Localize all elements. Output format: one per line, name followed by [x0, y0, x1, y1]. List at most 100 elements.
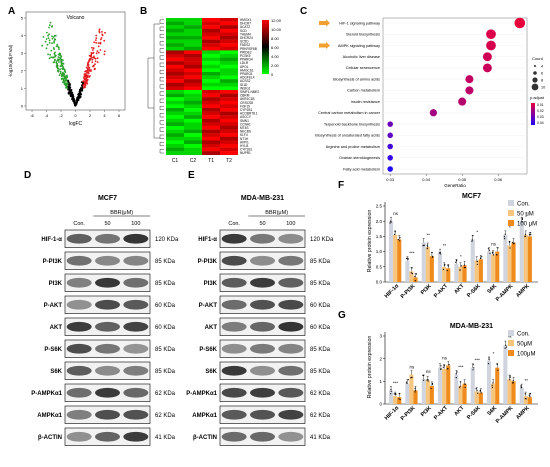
volcano-point	[78, 95, 81, 98]
blot-kda-label: 85 KDa	[310, 369, 331, 375]
blot-band	[250, 255, 275, 266]
blot-kda-label: 85 KDa	[155, 347, 176, 353]
dendrogram-branch	[159, 98, 164, 103]
bar	[405, 383, 410, 404]
bar-chart-mdamb231: MDA-MB-231 0 1 2 3 Relative protein expressio…	[367, 323, 538, 425]
volcano-point	[94, 60, 97, 63]
volcano-point	[59, 53, 61, 55]
replicate-dot	[440, 365, 442, 367]
heatmap-cell	[184, 144, 202, 148]
heatmap-cell	[220, 115, 238, 119]
heatmap-cell	[166, 140, 184, 145]
blot-band	[66, 343, 92, 354]
replicate-dot	[423, 379, 425, 381]
volcano-point	[48, 26, 50, 29]
volcano-point	[67, 88, 69, 91]
heatmap-cell	[166, 97, 184, 101]
y-tick-label: 1.5	[376, 234, 383, 239]
volcano-point	[103, 50, 106, 53]
volcano-point	[61, 68, 64, 70]
replicate-dot	[431, 383, 433, 385]
dotplot-term-label: Carbon metabolism	[347, 89, 380, 93]
volcano-point	[96, 50, 99, 52]
volcano-point	[63, 70, 66, 72]
volcano-point	[45, 38, 48, 40]
volcano-point	[85, 79, 87, 82]
heatmap-row-label: HMGCS1	[240, 68, 254, 72]
blot-band	[221, 233, 247, 244]
volcano-point	[59, 68, 61, 71]
dotplot-term-label: Fatty acid metabolism	[343, 167, 380, 171]
replicate-dot	[530, 232, 532, 234]
volcano-point	[90, 51, 93, 54]
heatmap-cell	[220, 18, 238, 22]
bar	[487, 251, 492, 282]
blot-kda-label: 41 KDa	[310, 435, 331, 441]
bar	[438, 367, 443, 404]
panel-letter-f: F	[338, 180, 344, 191]
dendrogram-branch	[159, 34, 164, 38]
blot-band	[95, 365, 120, 376]
blot-band	[66, 299, 92, 310]
volcano-point	[48, 39, 51, 42]
volcano-point	[47, 34, 49, 37]
heatmap-cell	[202, 111, 220, 116]
replicate-dot	[496, 363, 498, 365]
lane-label: 50	[259, 221, 265, 227]
heatmap-cell	[166, 32, 184, 37]
replicate-dot	[415, 273, 417, 275]
blot-title: MDA-MB-231	[241, 195, 284, 202]
heatmap-cell	[166, 61, 184, 65]
replicate-dot	[414, 387, 416, 389]
blot-band	[250, 299, 275, 310]
replicate-dot	[520, 385, 522, 387]
heatmap-row-label: CRSCS8	[240, 101, 253, 105]
bar	[442, 266, 447, 282]
volcano-xtick-label: 0	[74, 113, 77, 118]
heatmap-cell	[220, 111, 238, 116]
replicate-dot	[390, 388, 392, 391]
replicate-dot	[524, 235, 526, 238]
volcano-point	[59, 57, 62, 60]
heatmap-cell	[220, 97, 238, 101]
blot-band	[278, 409, 304, 420]
blot-protein-label: AKT	[205, 325, 218, 331]
replicate-dot	[427, 246, 429, 248]
volcano-title: Volcano	[67, 15, 85, 21]
bar	[511, 242, 516, 282]
replicate-dot	[492, 382, 494, 384]
blot-band	[221, 277, 247, 288]
replicate-dot	[438, 252, 440, 254]
blot-band	[250, 343, 275, 354]
volcano-point	[87, 72, 90, 74]
heatmap-cell	[166, 144, 184, 148]
volcano-point	[52, 36, 55, 38]
replicate-dot	[504, 347, 506, 349]
replicate-dot	[444, 263, 446, 265]
heatmap-cell	[220, 39, 238, 44]
blot-kda-label: 62 KDa	[155, 413, 176, 419]
volcano-ytick-label: 3	[21, 51, 24, 56]
volcano-point	[68, 82, 71, 85]
volcano-point	[70, 89, 73, 92]
volcano-point	[91, 58, 94, 61]
blot-band	[221, 409, 247, 420]
heatmap-row-label: ACAT2	[240, 25, 250, 29]
replicate-dot	[414, 275, 416, 277]
heatmap-row-label: CBRM	[240, 94, 250, 98]
heatmap-cell	[166, 72, 184, 76]
heatmap-cell	[166, 129, 184, 134]
kegg-dotplot: HIF-1 signaling pathway Steroid biosynthe…	[315, 17, 545, 188]
volcano-point	[91, 46, 93, 49]
replicate-dot	[442, 268, 444, 270]
heatmap-cell	[184, 100, 202, 105]
significance-label: ***	[393, 380, 399, 385]
blot-kda-label: 85 KDa	[310, 281, 331, 287]
volcano-point	[78, 88, 81, 91]
replicate-dot	[397, 238, 399, 241]
heatmap-scale-label: 6.00	[271, 45, 280, 50]
size-legend-dot	[533, 71, 537, 75]
lane-label: 100	[286, 221, 295, 227]
replicate-dot	[496, 254, 498, 256]
replicate-dot	[389, 222, 391, 224]
